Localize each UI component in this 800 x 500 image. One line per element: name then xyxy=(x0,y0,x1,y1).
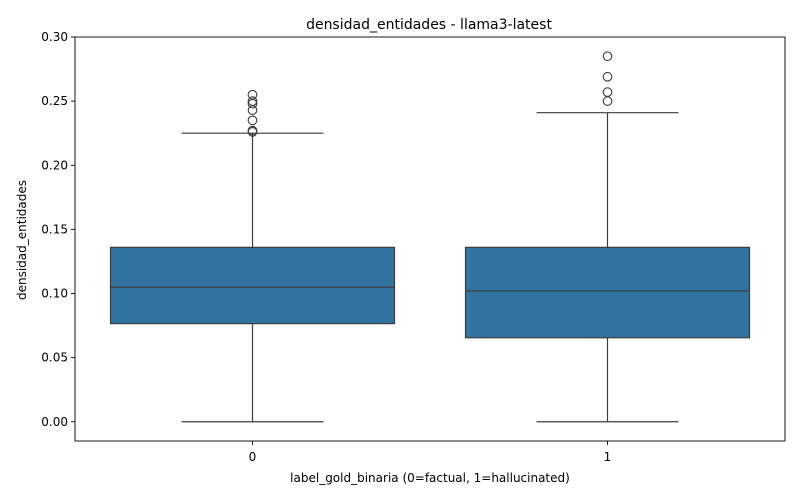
y-tick-label: 0.15 xyxy=(41,222,68,236)
outlier-point xyxy=(602,96,613,106)
plot-area: 0.00 0.05 0.10 0.15 0.20 0.25 0.30 0 1 xyxy=(41,30,786,464)
y-tick-label: 0.30 xyxy=(41,30,68,44)
y-tick-label: 0.20 xyxy=(41,158,68,172)
y-tick-label: 0.05 xyxy=(41,351,68,365)
iqr-box xyxy=(109,246,396,325)
outlier-point xyxy=(602,51,613,62)
outlier-point xyxy=(602,71,613,82)
axes-frame xyxy=(74,36,786,442)
iqr-box xyxy=(464,246,751,339)
outlier-point xyxy=(247,96,258,106)
x-axis-label: label_gold_binaria (0=factual, 1=halluci… xyxy=(290,471,570,485)
y-tick-label: 0.10 xyxy=(41,287,68,301)
x-tick-label: 1 xyxy=(604,450,612,464)
y-tick-label: 0.25 xyxy=(41,94,68,108)
outlier-point xyxy=(602,87,613,97)
outlier-point xyxy=(247,125,258,136)
x-tick-label: 0 xyxy=(249,450,257,464)
outlier-point xyxy=(247,115,258,126)
chart-title: densidad_entidades - llama3-latest xyxy=(306,17,552,33)
y-tick-label: 0.00 xyxy=(41,415,68,429)
outlier-point xyxy=(247,89,258,100)
y-axis-label: densidad_entidades xyxy=(15,180,29,300)
